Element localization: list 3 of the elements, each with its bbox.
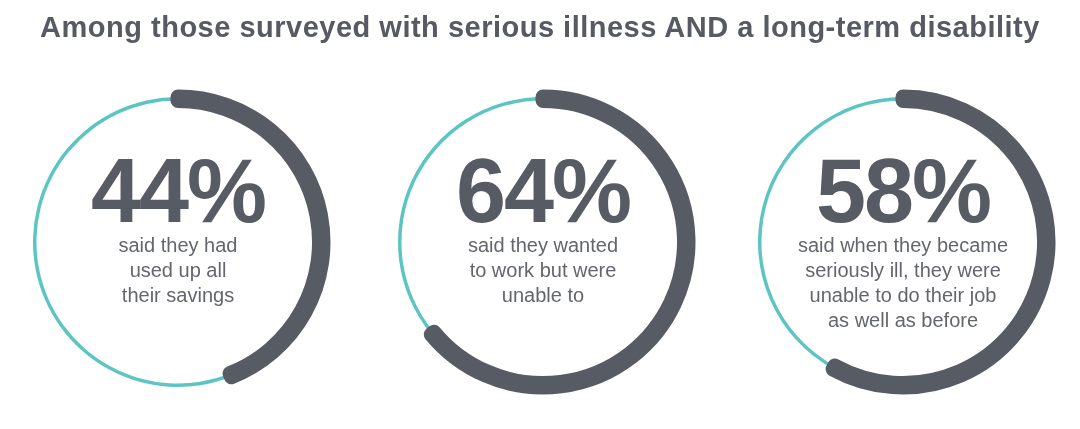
text: Among those surveyed with serious illness AND a long-term disability <box>39 10 1041 45</box>
slice-label: said they wanted to work but were unable to <box>466 233 620 308</box>
slice-label: said they had used up all their savings <box>117 233 239 308</box>
